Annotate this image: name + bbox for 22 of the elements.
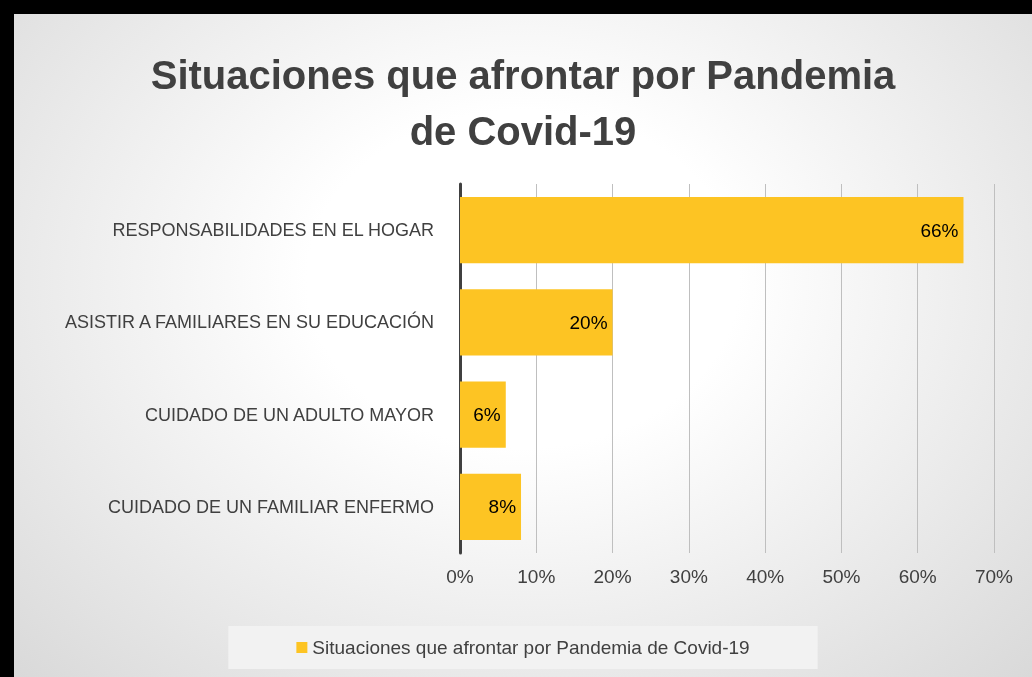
bar — [460, 196, 964, 264]
x-tick-label: 60% — [898, 566, 937, 587]
chart-title: Situaciones que afrontar por Pandemia de Covid-19 — [150, 53, 897, 153]
x-tick-label: 0% — [446, 566, 474, 587]
x-tick-label: 40% — [746, 566, 785, 587]
x-tick-label: 10% — [517, 566, 556, 587]
x-tick-label: 20% — [593, 566, 632, 587]
y-tick-label: RESPONSABILIDADES EN EL HOGAR — [112, 220, 434, 241]
legend-label: Situaciones que afrontar por Pandemia de Covid-19 — [312, 637, 750, 658]
y-tick-label: CUIDADO DE UN ADULTO MAYOR — [144, 404, 434, 425]
x-tick-label: 70% — [974, 566, 1014, 587]
y-tick-label: CUIDADO DE UN FAMILIAR ENFERMO — [107, 496, 434, 517]
bar — [460, 473, 522, 541]
data-label: 66% — [920, 219, 959, 241]
x-tick-label: 50% — [822, 566, 861, 587]
data-label: 6% — [473, 404, 501, 426]
bar — [460, 381, 506, 448]
data-label: 20% — [569, 311, 608, 333]
x-tick-label: 30% — [669, 566, 708, 587]
data-label: 8% — [488, 496, 517, 518]
y-tick-label: ASISTIR A FAMILIARES EN SU EDUCACIÓN — [64, 311, 434, 333]
bar — [460, 289, 613, 356]
